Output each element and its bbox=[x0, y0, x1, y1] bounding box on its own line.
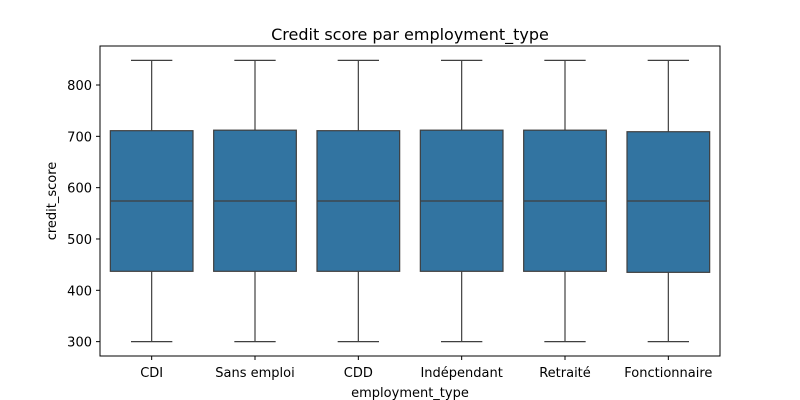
y-axis-label: credit_score bbox=[45, 162, 60, 241]
box-4 bbox=[523, 59, 607, 343]
y-tick-label: 600 bbox=[67, 182, 92, 197]
y-tick-label: 400 bbox=[67, 284, 92, 299]
x-axis-label: employment_type bbox=[351, 386, 469, 400]
x-tick-label: Indépendant bbox=[420, 366, 502, 381]
y-tick-label: 300 bbox=[67, 336, 92, 351]
plot-frame bbox=[99, 45, 721, 357]
x-tick-label: Fonctionnaire bbox=[624, 366, 712, 381]
x-axis: CDI Sans emploi CDD Indépendant Retraité Fonc… bbox=[140, 356, 712, 381]
x-tick-label: Retraité bbox=[539, 366, 591, 381]
y-tick-label: 800 bbox=[67, 79, 92, 94]
box-5 bbox=[626, 59, 711, 343]
iqr-box bbox=[626, 131, 711, 273]
x-tick-label: Sans emploi bbox=[215, 366, 294, 381]
box-group bbox=[109, 59, 711, 343]
x-tick-label: CDI bbox=[140, 366, 163, 381]
y-axis: 300 400 500 600 700 800 bbox=[67, 79, 100, 351]
box-0 bbox=[109, 59, 194, 343]
x-tick-label: CDD bbox=[344, 366, 373, 381]
box-1 bbox=[213, 59, 297, 343]
y-tick-label: 700 bbox=[67, 130, 92, 145]
box-2 bbox=[316, 59, 401, 343]
y-tick-label: 500 bbox=[67, 233, 92, 248]
box-3 bbox=[419, 59, 504, 343]
chart-title: Credit score par employment_type bbox=[271, 25, 549, 45]
